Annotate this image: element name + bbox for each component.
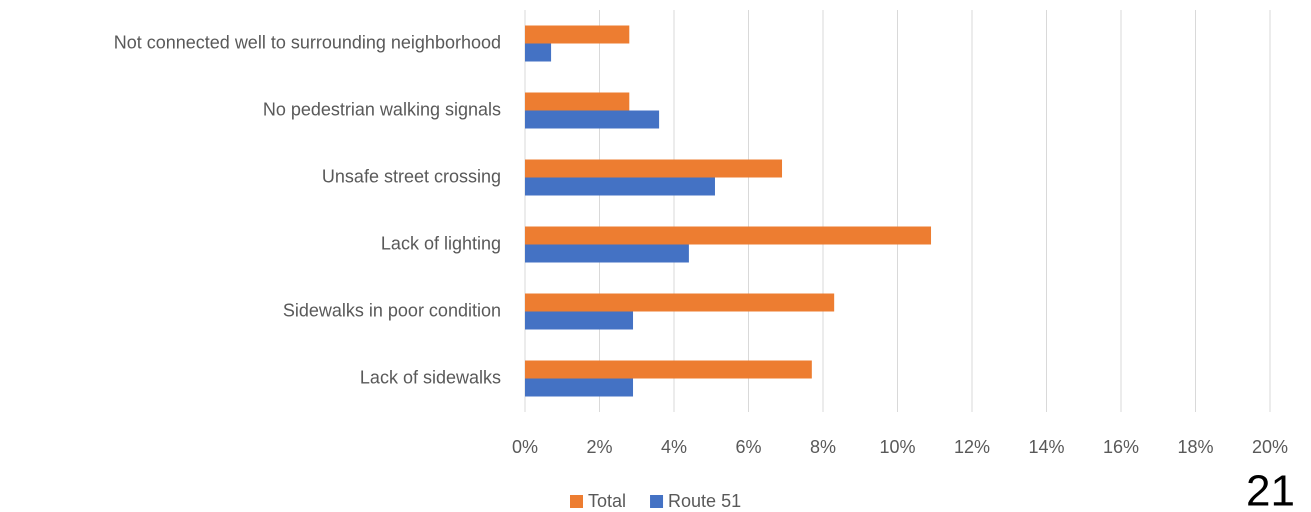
x-tick-label: 10% [879,437,915,457]
bar [525,43,552,62]
bar [525,110,660,129]
x-tick-label: 16% [1103,437,1139,457]
y-tick-label: Sidewalks in poor condition [283,300,501,320]
y-tick-label: Unsafe street crossing [322,166,501,186]
x-tick-label: 2% [586,437,612,457]
bar [525,244,689,263]
page-number: 21 [1246,467,1295,512]
bar [525,177,715,196]
x-tick-label: 18% [1177,437,1213,457]
bar [525,360,812,379]
legend-label: Total [588,491,626,511]
y-tick-label: Lack of lighting [381,233,501,253]
legend-swatch [650,495,664,508]
x-tick-label: 6% [735,437,761,457]
x-tick-label: 14% [1028,437,1064,457]
legend-label: Route 51 [668,491,741,511]
bar [525,378,634,397]
x-tick-label: 8% [810,437,836,457]
bar [525,92,630,111]
y-tick-label: Lack of sidewalks [360,367,501,387]
bar [525,226,932,245]
x-tick-label: 0% [512,437,538,457]
x-tick-label: 20% [1252,437,1288,457]
bar [525,159,783,178]
bar [525,311,634,330]
bar [525,25,630,44]
x-tick-label: 12% [954,437,990,457]
x-tick-label: 4% [661,437,687,457]
y-tick-label: No pedestrian walking signals [263,99,501,119]
y-tick-label: Not connected well to surrounding neighb… [114,32,501,52]
legend-swatch [570,495,583,508]
bar [525,293,835,312]
